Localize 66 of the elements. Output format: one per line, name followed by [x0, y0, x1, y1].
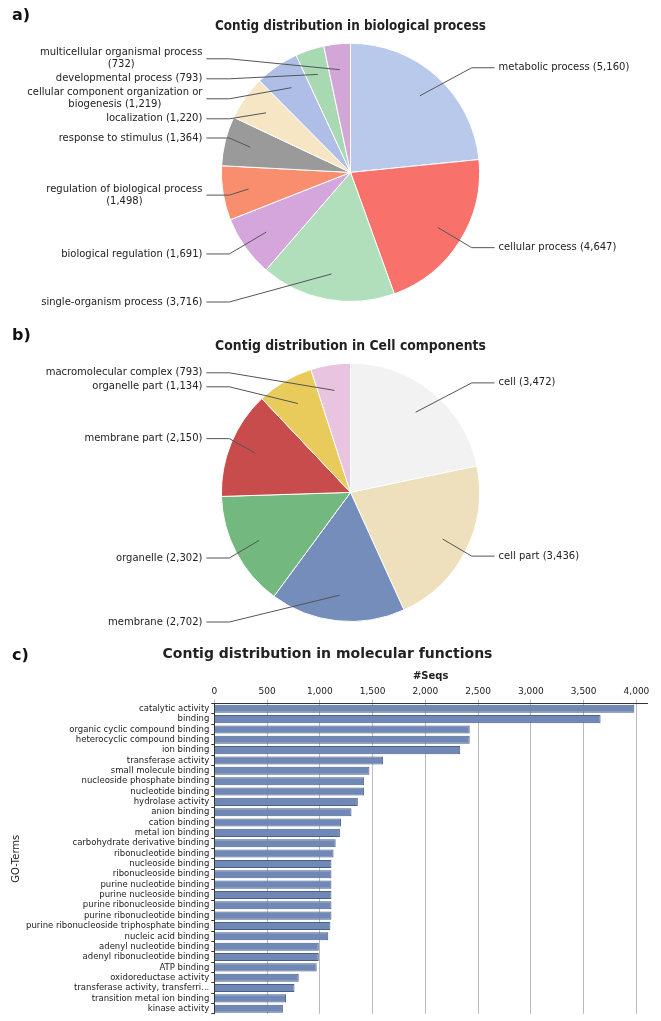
y-tick-label: ion binding [161, 744, 210, 755]
y-tick-label: transferase activity [126, 754, 210, 765]
y-tick-label: nucleoside phosphate binding [81, 775, 210, 786]
slice-label: developmental process (793) [55, 72, 203, 84]
chart-title: Contig distribution in biological process [215, 17, 487, 34]
slice-label: organelle (2,302) [116, 551, 203, 563]
y-tick-label: purine ribonucleotide binding [83, 909, 210, 920]
x-tick-label: 2,000 [412, 685, 439, 696]
x-tick-label: 4,000 [623, 685, 650, 696]
slice-label: multicellular organismal process [39, 46, 203, 58]
slice-label: regulation of biological process [46, 182, 203, 194]
x-tick-label: 0 [211, 685, 218, 696]
y-tick-label: purine nucleotide binding [100, 878, 210, 889]
chart-title: Contig distribution in Cell components [215, 337, 487, 354]
chart-title: Contig distribution in molecular functions [162, 645, 493, 662]
y-tick-label: heterocyclic compound binding [75, 734, 210, 744]
slice-label: metabolic process (5,160) [498, 61, 630, 73]
y-tick-label: carbohydrate derivative binding [72, 837, 210, 848]
slice-label: macromolecular complex (793) [45, 366, 203, 378]
slice-label: organelle part (1,134) [92, 380, 203, 392]
y-tick-label: ribonucleoside binding [112, 868, 210, 879]
y-tick-label: anion binding [151, 806, 210, 817]
x-tick-label: 3,000 [518, 685, 545, 696]
y-tick-label: oxidoreductase activity [110, 971, 210, 982]
slice-label: localization (1,220) [106, 112, 203, 124]
y-tick-label: transferase activity, transferri... [74, 982, 210, 993]
x-tick-label: 1,500 [359, 685, 386, 696]
y-tick-label: nucleotide binding [130, 785, 210, 796]
x-tick-label: 500 [258, 685, 276, 696]
y-tick-label: organic cyclic compound binding [69, 723, 210, 734]
slice-label: membrane part (2,150) [84, 432, 203, 444]
y-tick-label: nucleic acid binding [124, 930, 210, 941]
text: a) [12, 5, 31, 25]
y-tick-label: kinase activity [147, 1002, 210, 1013]
x-tick-label: 2,500 [465, 685, 492, 696]
slice-label: cellular process (4,647) [498, 241, 617, 253]
x-tick-label: 3,500 [570, 685, 597, 696]
y-tick-label: catalytic activity [139, 702, 210, 713]
x-axis-title: #Seqs [412, 670, 449, 682]
slice-label: single-organism process (3,716) [41, 295, 203, 307]
slice-label: cell part (3,436) [498, 549, 580, 561]
y-tick-label: nucleoside binding [129, 858, 210, 869]
y-tick-label: ATP binding [159, 961, 210, 972]
y-tick-label: adenyl nucleotide binding [99, 940, 210, 951]
y-tick-label: adenyl ribonucleotide binding [82, 951, 210, 962]
y-tick-label: hydrolase activity [133, 796, 210, 807]
data-label: (732) [107, 58, 135, 70]
text: c) [12, 645, 29, 665]
data-label: (1,498) [106, 194, 143, 206]
slice-label: cell (3,472) [498, 376, 556, 388]
y-tick-label: transition metal ion binding [91, 992, 210, 1003]
slice-label: cellular component organization or biogenesis (1,219) [27, 86, 204, 110]
y-tick-label: binding [177, 713, 210, 724]
y-tick-label: ribonucleotide binding [113, 847, 210, 858]
x-tick-label: 1,000 [306, 685, 333, 696]
y-tick-label: purine ribonucleoside triphosphate binding [25, 920, 210, 931]
y-tick-label: purine ribonucleoside binding [82, 899, 210, 910]
text: b) [12, 325, 31, 345]
y-axis-title: GO-Terms [9, 834, 21, 883]
y-tick-label: purine nucleoside binding [99, 889, 210, 900]
slice-label: biological regulation (1,691) [61, 247, 203, 259]
y-tick-label: metal ion binding [134, 827, 210, 838]
slice-label: response to stimulus (1,364) [58, 131, 203, 143]
slice-label: membrane (2,702) [108, 615, 203, 627]
y-tick-label: cation binding [148, 816, 210, 827]
y-tick-label: small molecule binding [110, 765, 210, 776]
